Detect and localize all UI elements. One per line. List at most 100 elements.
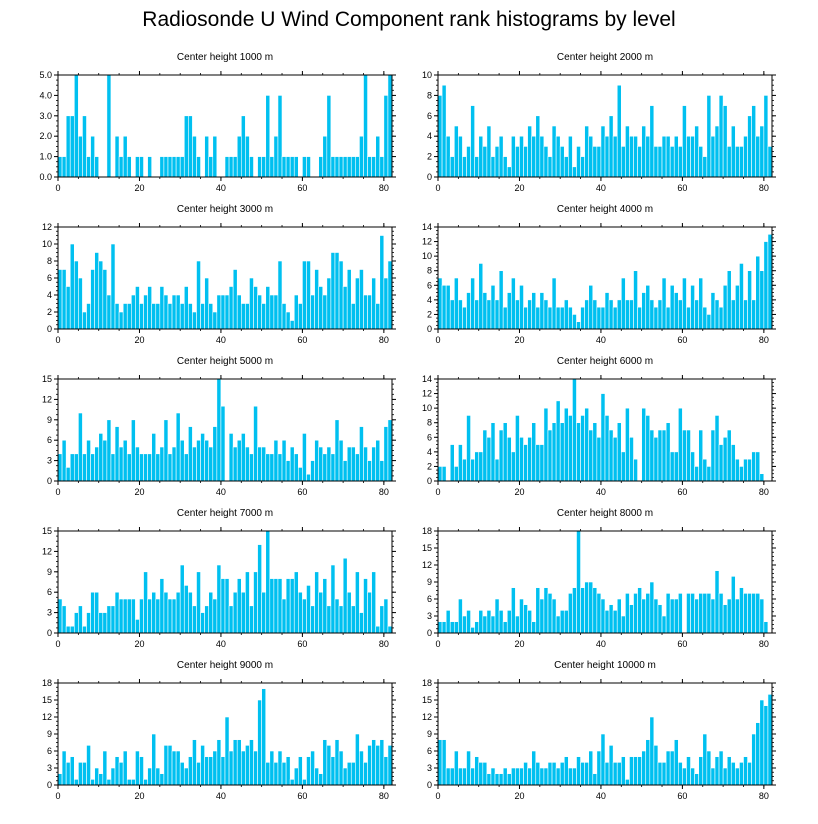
histogram-bar bbox=[726, 756, 732, 786]
x-tick-label: 60 bbox=[677, 183, 687, 193]
histogram-bar bbox=[539, 444, 545, 482]
histogram-bar bbox=[592, 146, 598, 178]
histogram-bar bbox=[620, 451, 626, 482]
histogram-bar bbox=[78, 135, 83, 178]
histogram-bar bbox=[269, 156, 275, 178]
histogram-bar bbox=[531, 292, 537, 330]
histogram-bar bbox=[269, 750, 275, 786]
histogram-bar bbox=[57, 453, 63, 482]
histogram-bar bbox=[698, 756, 704, 786]
histogram-bar bbox=[293, 294, 299, 330]
histogram-bar bbox=[65, 762, 71, 786]
histogram-bar bbox=[61, 269, 67, 330]
histogram-bar bbox=[240, 433, 246, 482]
histogram-bar bbox=[285, 311, 291, 330]
histogram-bar bbox=[265, 286, 271, 330]
histogram-bar bbox=[678, 299, 683, 330]
histogram-bar bbox=[342, 286, 348, 330]
histogram-bar bbox=[596, 436, 602, 482]
histogram-bar bbox=[171, 750, 177, 786]
histogram-bar bbox=[277, 578, 283, 634]
histogram-bar bbox=[102, 269, 108, 330]
histogram-bar bbox=[273, 578, 279, 634]
histogram-bar bbox=[596, 146, 602, 178]
histogram-bar bbox=[751, 105, 757, 178]
histogram-bar bbox=[702, 306, 708, 330]
histogram-bar bbox=[625, 593, 630, 634]
histogram-bar bbox=[718, 95, 724, 178]
histogram-bar bbox=[314, 767, 319, 786]
histogram-bar bbox=[453, 277, 459, 330]
histogram-bar bbox=[535, 762, 541, 786]
histogram-bar bbox=[82, 762, 87, 786]
y-tick-label: 0 bbox=[427, 476, 432, 486]
histogram-bar bbox=[453, 621, 459, 634]
histogram-bar bbox=[563, 299, 569, 330]
histogram-bar bbox=[678, 407, 683, 482]
histogram-bar bbox=[371, 156, 377, 178]
y-tick-label: 10 bbox=[422, 70, 432, 80]
histogram-bar bbox=[616, 299, 622, 330]
histogram-bar bbox=[751, 733, 757, 786]
panel-title: Center height 5000 m bbox=[177, 356, 273, 367]
histogram-bar bbox=[224, 716, 230, 786]
x-tick-label: 20 bbox=[134, 791, 144, 801]
histogram-bar bbox=[159, 773, 165, 786]
histogram-bar bbox=[383, 756, 389, 786]
histogram-bar bbox=[763, 95, 769, 178]
histogram-bar bbox=[502, 422, 508, 482]
histogram-bar bbox=[600, 733, 606, 786]
histogram-bar bbox=[236, 135, 242, 178]
histogram-bar bbox=[563, 407, 569, 482]
histogram-bar bbox=[686, 593, 691, 634]
histogram-bar bbox=[73, 260, 79, 330]
histogram-bar bbox=[204, 135, 210, 178]
histogram-bar bbox=[449, 156, 455, 178]
histogram-bar bbox=[612, 135, 618, 178]
histogram-bar bbox=[665, 750, 671, 786]
histogram-bar bbox=[277, 750, 283, 786]
histogram-bar bbox=[135, 619, 140, 634]
histogram-bar bbox=[596, 306, 602, 330]
histogram-bar bbox=[743, 135, 748, 178]
x-tick-label: 20 bbox=[134, 183, 144, 193]
histogram-bar bbox=[167, 156, 173, 178]
histogram-bar bbox=[249, 453, 254, 482]
histogram-bar bbox=[572, 378, 577, 482]
histogram-bar bbox=[584, 125, 590, 178]
histogram-bar bbox=[665, 422, 671, 482]
x-tick-label: 80 bbox=[379, 487, 389, 497]
histogram-bar bbox=[200, 612, 205, 634]
histogram-bar bbox=[326, 605, 332, 634]
histogram-bar bbox=[735, 767, 740, 786]
histogram-bar bbox=[261, 156, 267, 178]
histogram-bar bbox=[572, 767, 577, 786]
x-tick-label: 80 bbox=[759, 335, 769, 345]
histogram-bar bbox=[743, 593, 748, 634]
histogram-bar bbox=[342, 156, 348, 178]
histogram-bar bbox=[735, 284, 740, 330]
histogram-bar bbox=[375, 303, 381, 330]
histogram-bar bbox=[118, 156, 124, 178]
histogram-bar bbox=[519, 284, 524, 330]
y-tick-label: 3 bbox=[47, 763, 52, 773]
histogram-bar bbox=[167, 598, 173, 634]
histogram-bar bbox=[273, 762, 279, 786]
histogram-bar bbox=[69, 756, 75, 786]
histogram-bar bbox=[73, 453, 79, 482]
y-tick-label: 9 bbox=[47, 729, 52, 739]
histogram-bar bbox=[359, 612, 364, 634]
histogram-bar bbox=[478, 762, 484, 786]
panel-title: Center height 1000 m bbox=[177, 52, 273, 63]
histogram-bar bbox=[437, 621, 443, 634]
histogram-bar bbox=[559, 422, 565, 482]
histogram-bar bbox=[739, 263, 744, 330]
histogram-bar bbox=[73, 74, 79, 178]
histogram-bar bbox=[379, 460, 385, 482]
histogram-bar bbox=[363, 446, 368, 482]
histogram-bar bbox=[171, 446, 177, 482]
histogram-bar bbox=[216, 739, 222, 786]
histogram-bar bbox=[232, 446, 238, 482]
histogram-bar bbox=[763, 241, 769, 330]
histogram-bar bbox=[453, 466, 459, 482]
